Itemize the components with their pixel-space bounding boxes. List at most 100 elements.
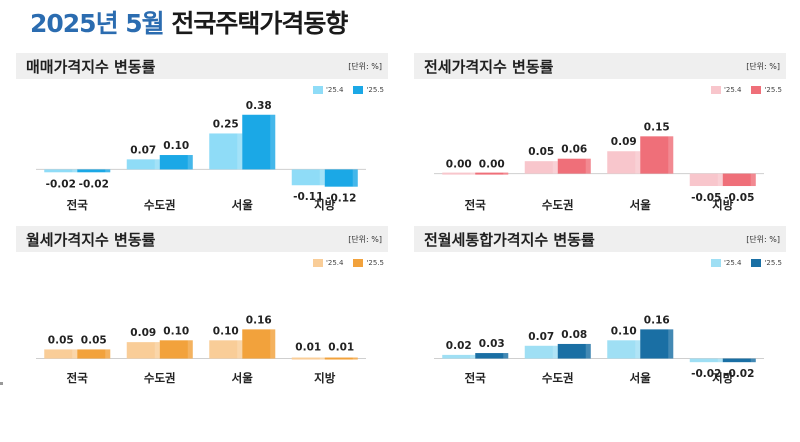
- data-label: 0.10: [213, 325, 239, 337]
- data-label: 0.16: [644, 314, 670, 326]
- bar-shade: [352, 169, 358, 187]
- unit-label: [단위: %]: [348, 62, 382, 71]
- bar-shade: [503, 172, 509, 175]
- chart-header: 매매가격지수 변동률 [단위: %]: [16, 53, 388, 79]
- data-label: 0.06: [561, 144, 587, 156]
- unit-label: [단위: %]: [348, 235, 382, 244]
- bar-shade: [105, 349, 111, 359]
- chart-legend: '25.4 '25.5: [710, 86, 782, 94]
- data-label: 0.00: [479, 159, 505, 171]
- bar-curr: [324, 169, 358, 187]
- bar-curr: [557, 343, 591, 359]
- bar-shade: [750, 358, 756, 363]
- legend-label: '25.4: [723, 259, 742, 267]
- bar-shade: [187, 340, 193, 359]
- data-label: -0.05: [724, 192, 754, 204]
- category-label: 수도권: [144, 371, 176, 385]
- data-label: 0.10: [611, 325, 637, 337]
- chart-title: 전세가격지수 변동률: [424, 58, 554, 76]
- legend-item-current-month: '25.5: [751, 259, 782, 267]
- chart-legend: '25.4 '25.5: [710, 259, 782, 267]
- legend-item-prev-month: '25.4: [312, 86, 344, 94]
- bar-shade: [105, 169, 111, 173]
- category-label: 지방: [314, 198, 336, 212]
- bar-curr: [557, 158, 591, 174]
- category-label: 수도권: [542, 198, 574, 212]
- chart-title: 월세가격지수 변동률: [26, 231, 156, 249]
- category-label: 수도권: [144, 198, 176, 212]
- bar-shade: [717, 173, 723, 187]
- bar-curr: [640, 329, 674, 359]
- chart-panel-sale-price: 매매가격지수 변동률 [단위: %] '25.4 '25.5 -0.02 -0.0…: [16, 53, 388, 235]
- legend-swatch: [353, 259, 364, 267]
- bar-curr: [242, 329, 276, 359]
- category-label: 전국: [67, 198, 89, 212]
- unit-label: [단위: %]: [746, 62, 780, 71]
- data-label: 0.02: [446, 340, 472, 352]
- bar-shade: [585, 158, 591, 174]
- page-title-date: 2025년 5월: [30, 9, 165, 38]
- bar-curr: [159, 340, 193, 359]
- bar-prev: [442, 172, 476, 175]
- bar-shade: [72, 349, 78, 359]
- data-label: 0.16: [246, 314, 272, 326]
- bar-shade: [154, 159, 160, 170]
- bar-chart: 0.02 0.03 전국 0.07 0.08 수도권 0.10 0.16 서울 -0.02 -0.0…: [434, 314, 764, 385]
- bar-curr: [640, 136, 674, 174]
- bar-shade: [635, 340, 641, 359]
- chart-header: 전월세통합가격지수 변동률 [단위: %]: [414, 226, 786, 252]
- bar-prev: [44, 169, 78, 173]
- bar-shade: [552, 345, 558, 359]
- bar-shade: [319, 357, 325, 360]
- data-label: 0.10: [163, 140, 189, 152]
- chart-panel-monthly-rent: 월세가격지수 변동률 [단위: %] '25.4 '25.5 0.05 0.05 전…: [16, 226, 388, 408]
- data-label: -0.02: [691, 368, 721, 380]
- data-label: 0.05: [528, 146, 554, 158]
- chart-legend: '25.4 '25.5: [312, 259, 384, 267]
- bar-shade: [750, 173, 756, 187]
- data-label: -0.11: [293, 191, 323, 203]
- data-label: 0.15: [644, 121, 670, 133]
- bar-shade: [237, 133, 243, 170]
- data-label: 0.01: [295, 342, 321, 354]
- chart-header: 전세가격지수 변동률 [단위: %]: [414, 53, 786, 79]
- bar-curr: [77, 169, 111, 173]
- data-label: 0.07: [528, 331, 554, 343]
- legend-item-current-month: '25.5: [353, 86, 384, 94]
- data-label: 0.08: [561, 329, 587, 341]
- bar-prev: [209, 133, 243, 170]
- category-label: 지방: [712, 198, 734, 212]
- chart-title: 매매가격지수 변동률: [26, 58, 156, 76]
- legend-swatch: [312, 259, 323, 267]
- bar-shade: [270, 114, 276, 170]
- bar-shade: [552, 161, 558, 174]
- bar-curr: [242, 114, 276, 170]
- legend-swatch: [710, 86, 721, 94]
- bar-prev: [689, 173, 723, 187]
- data-label: 0.10: [163, 325, 189, 337]
- data-label: 0.01: [328, 342, 354, 354]
- legend-item-prev-month: '25.4: [710, 259, 742, 267]
- unit-label: [단위: %]: [746, 235, 780, 244]
- data-label: -0.02: [46, 178, 76, 190]
- bar-shade: [635, 151, 641, 174]
- bar-shade: [319, 169, 325, 186]
- legend-item-current-month: '25.5: [751, 86, 782, 94]
- bar-shade: [717, 358, 723, 363]
- bar-chart: 0.00 0.00 전국 0.05 0.06 수도권 0.09 0.15 서울 -0.05 -0.0…: [434, 121, 764, 212]
- data-label: 0.09: [130, 327, 156, 339]
- bar-shade: [237, 340, 243, 359]
- bar-prev: [607, 151, 641, 174]
- bar-prev: [689, 358, 723, 363]
- bar-curr: [475, 353, 509, 359]
- bar-curr: [475, 172, 509, 175]
- bar-shade: [270, 329, 276, 359]
- legend-item-prev-month: '25.4: [312, 259, 343, 267]
- legend-label: '25.5: [764, 259, 782, 267]
- legend-swatch: [751, 86, 762, 94]
- category-label: 서울: [232, 371, 254, 385]
- legend-label: '25.4: [325, 86, 344, 94]
- bar-shade: [470, 354, 476, 359]
- bar-prev: [524, 161, 558, 174]
- category-label: 서울: [232, 198, 254, 212]
